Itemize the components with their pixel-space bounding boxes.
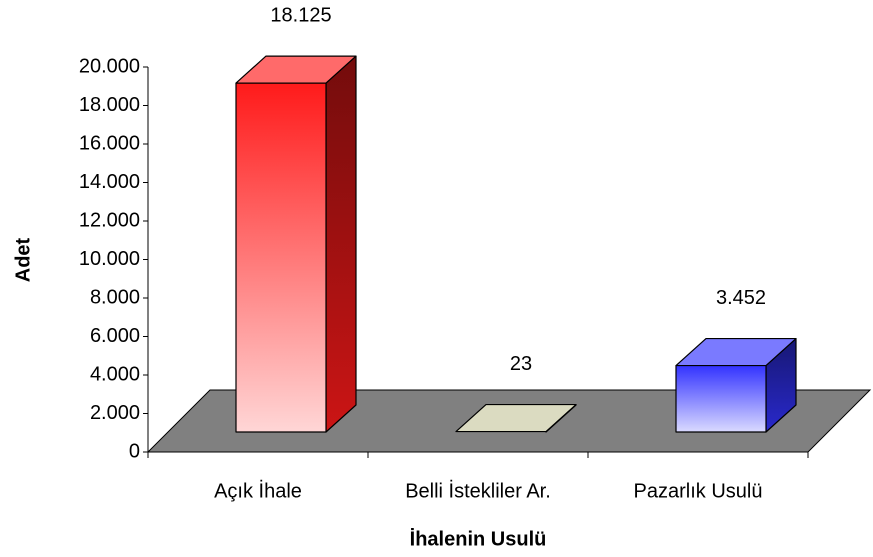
y-tick-label: 4.000 [90,363,140,385]
data-label: 3.452 [716,287,766,309]
x-tick-label: Belli İstekliler Ar. [405,479,551,502]
y-tick-label: 6.000 [90,325,140,347]
bar [235,55,357,433]
y-tick-label: 2.000 [90,402,140,424]
y-tick-label: 20.000 [79,55,140,77]
bar-front [675,364,767,433]
y-tick-label: 8.000 [90,286,140,308]
y-tick-label: 18.000 [79,94,140,116]
y-tick-label: 14.000 [79,171,140,193]
bar-side [325,55,357,433]
x-tick-label: Açık İhale [214,479,302,502]
y-tick-label: 10.000 [79,248,140,270]
bar [675,337,797,433]
bar-front [235,82,327,433]
x-tick-label: Pazarlık Usulü [634,480,763,502]
y-tick-label: 12.000 [79,209,140,231]
y-tick-label: 16.000 [79,132,140,154]
bar [455,403,577,433]
y-axis-title: Adet [12,237,34,282]
data-label: 23 [510,353,532,375]
bar-top [455,403,577,433]
data-label: 18.125 [270,4,331,26]
y-tick-label: 0 [129,440,140,462]
x-axis-title: İhalenin Usulü [410,527,547,550]
